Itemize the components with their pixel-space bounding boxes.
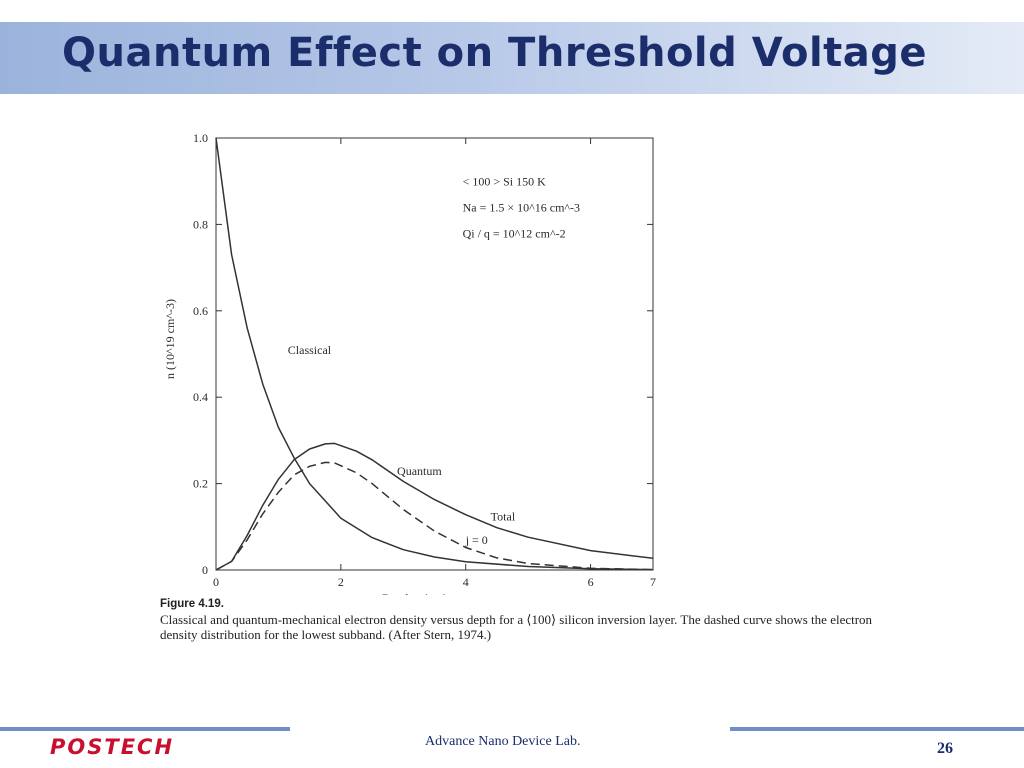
footer-lab-name: Advance Nano Device Lab.	[425, 734, 581, 749]
chart-marks	[215, 137, 654, 571]
y-tick-label: 0.2	[193, 477, 208, 491]
condition-annotation: < 100 > Si 150 K	[463, 175, 547, 189]
x-tick-label: 0	[213, 575, 219, 589]
x-tick-label: 4	[463, 575, 469, 589]
y-tick-label: 0	[202, 563, 208, 577]
figure: 0 0.2 0.4 0.6 0.8 1.0 0 2 4 6 7 Depth x (nm) n (10^1…	[140, 120, 900, 665]
condition-annotation: Na = 1.5 × 10^16 cm^-3	[463, 201, 580, 215]
density-chart: 0 0.2 0.4 0.6 0.8 1.0 0 2 4 6 7 Depth x (nm) n (10^1…	[163, 131, 656, 595]
y-tick-label: 0.8	[193, 217, 208, 231]
curve-label: Total	[491, 509, 516, 523]
curve-label: j = 0	[465, 533, 488, 547]
curve-label: Classical	[288, 343, 332, 357]
footer-rule-right	[730, 727, 1024, 731]
x-axis-label: Depth x (nm)	[382, 591, 447, 595]
page-number: 26	[937, 740, 953, 757]
title-bar	[0, 22, 1024, 94]
x-tick-label: 7	[650, 575, 656, 589]
figure-label: Figure 4.19.	[160, 598, 224, 610]
x-tick-label: 2	[338, 575, 344, 589]
condition-annotation: Qi / q = 10^12 cm^-2	[463, 227, 566, 241]
series-line-j-0	[215, 461, 654, 571]
postech-logo: POSTECH	[50, 735, 175, 759]
plot-frame	[215, 137, 654, 571]
footer-rule-left	[0, 727, 290, 731]
y-tick-label: 0.6	[193, 304, 208, 318]
chart-axes	[215, 137, 654, 571]
series-line-total	[215, 442, 654, 571]
chart-labels: 0 0.2 0.4 0.6 0.8 1.0 0 2 4 6 7 Depth x (nm) n (10^1…	[163, 131, 656, 595]
y-axis-label: n (10^19 cm^-3)	[163, 299, 177, 379]
y-tick-label: 1.0	[193, 131, 208, 145]
x-tick-label: 6	[588, 575, 594, 589]
curve-label: Quantum	[397, 464, 442, 478]
y-tick-label: 0.4	[193, 390, 208, 404]
series-line-classical	[215, 137, 654, 571]
slide-title: Quantum Effect on Threshold Voltage	[62, 30, 928, 76]
figure-caption: Classical and quantum-mechanical electro…	[160, 612, 873, 642]
